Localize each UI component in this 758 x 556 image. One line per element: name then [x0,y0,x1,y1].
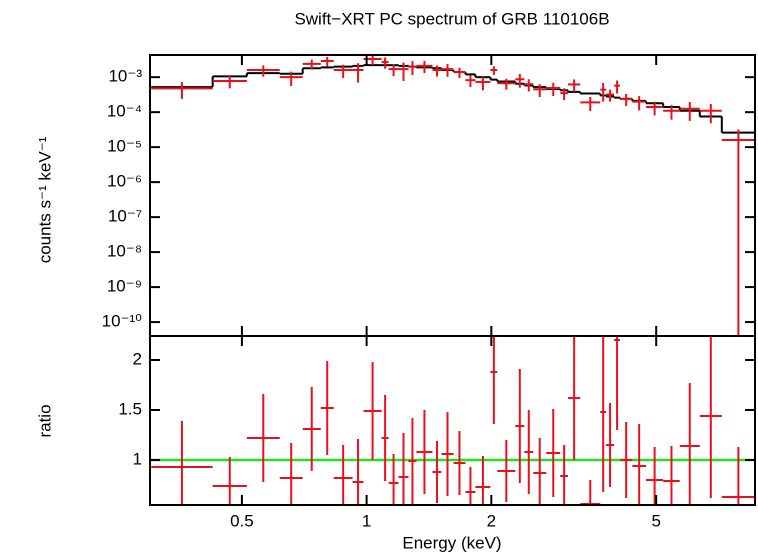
y-tick-label: 10⁻⁵ [107,137,142,156]
axes: 10⁻¹⁰ 10⁻⁹ 10⁻⁸ 10⁻⁷ 10⁻⁶ 10⁻⁵ 10⁻⁴ 10⁻³ 1 1.5 2 0.… [102,54,756,530]
plot-area [150,336,755,505]
x-tick-label: 0.5 [230,511,254,530]
y-axis-label: ratio [35,404,54,437]
y-tick-label: 10⁻⁴ [107,102,142,121]
y-tick-label: 10⁻⁹ [107,277,142,296]
plot-area [151,55,755,336]
x-tick-label: 2 [487,511,496,530]
y-tick-label: 10⁻⁸ [107,242,142,261]
x-axis-label: Energy (keV) [402,533,501,552]
y-tick-label: 10⁻¹⁰ [102,312,143,331]
y-axis-label: counts s⁻¹ keV⁻¹ [35,136,54,263]
chart-title: Swift−XRT PC spectrum of GRB 110106B [294,9,609,28]
y-tick-label: 10⁻³ [108,67,142,86]
y-tick-label: 2 [133,349,142,368]
y-tick-label: 1.5 [118,399,142,418]
y-tick-label: 1 [133,449,142,468]
x-tick-label: 5 [651,511,660,530]
y-tick-label: 10⁻⁶ [107,172,142,191]
x-tick-label: 1 [362,511,371,530]
y-tick-label: 10⁻⁷ [108,207,142,226]
plot-frame [149,335,756,506]
